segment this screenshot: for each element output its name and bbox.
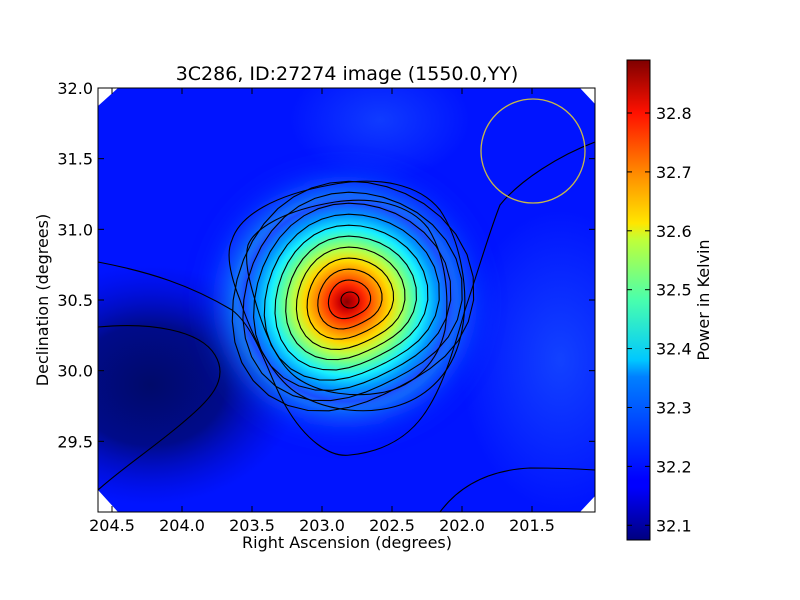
x-tick-label: 202.5 [369,516,415,535]
colorbar-tick-label: 32.3 [656,398,692,417]
colorbar-tick-label: 32.6 [656,222,692,241]
y-tick-label: 32.0 [57,79,93,98]
contour-line [98,325,221,491]
contour-line [228,180,466,412]
colorbar-tick-label: 32.4 [656,340,692,359]
x-tick-label: 203.5 [229,516,275,535]
contour-line [274,224,429,371]
chart-title: 3C286, ID:27274 image (1550.0,YY) [176,63,519,85]
y-tick-label: 31.0 [57,220,93,239]
colorbar-tick-label: 32.5 [656,281,692,300]
x-tick-label: 202.0 [439,516,485,535]
colorbar-tick-label: 32.2 [656,457,692,476]
colorbar-label: Power in Kelvin [694,239,713,360]
x-tick-label: 203.0 [299,516,345,535]
y-tick-label: 29.5 [57,432,93,451]
contour-line [242,191,463,402]
x-axis-label: Right Ascension (degrees) [242,533,452,552]
y-tick-label: 30.0 [57,362,93,381]
x-axis-ticks: 204.5 204.0 203.5 203.0 202.5 202.0 201.5 [89,88,555,535]
heatmap-image [98,88,595,512]
y-tick-label: 31.5 [57,150,93,169]
colorbar-tick-label: 32.1 [656,516,692,535]
contour-lines [98,88,595,512]
colorbar-ticks: 32.1 32.2 32.3 32.4 32.5 32.6 32.7 32.8 [627,104,692,535]
contour-line [285,235,417,361]
x-tick-label: 204.5 [89,516,135,535]
contour-line [327,279,372,320]
contour-line [439,467,595,512]
y-axis-ticks: 29.5 30.0 30.5 31.0 31.5 32.0 [57,79,595,451]
contour-line [246,199,448,396]
contour-line [317,268,383,330]
contour-line [253,202,452,391]
contour-line [263,213,440,381]
x-tick-label: 204.0 [159,516,205,535]
beam-circle [480,98,586,204]
colorbar-tick-label: 32.7 [656,163,692,182]
contour-line [306,257,395,340]
colorbar [626,59,651,541]
colorbar-tick-label: 32.8 [656,104,692,123]
contour-line [295,246,406,350]
peak-contour [340,291,360,309]
y-tick-label: 30.5 [57,291,93,310]
x-tick-label: 201.5 [509,516,555,535]
y-axis-label: Declination (degrees) [33,214,52,386]
